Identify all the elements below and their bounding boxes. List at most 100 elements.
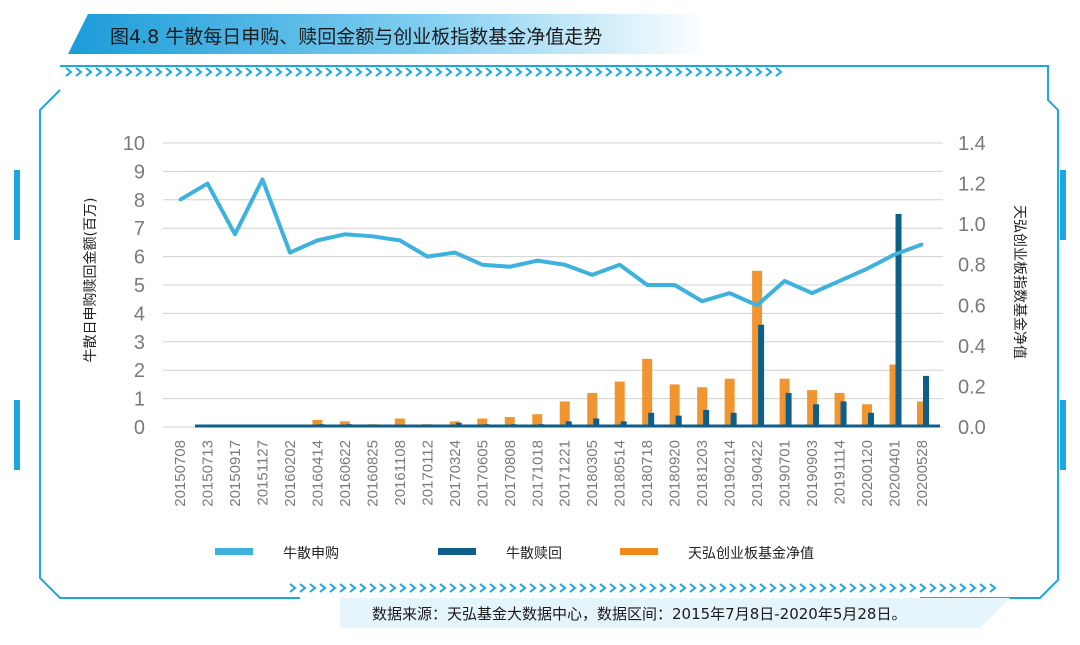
redeem-bar [620, 421, 627, 427]
chevron-decoration [689, 583, 697, 593]
chevron-decoration [959, 583, 967, 593]
chevron-decoration [849, 583, 857, 593]
x-tick-label: 20151127 [254, 440, 271, 506]
chevron-decoration [255, 67, 263, 77]
x-tick-label: 20190214 [722, 440, 739, 507]
legend-label: 天弘创业板基金净值 [688, 545, 814, 562]
x-tick-label: 20161108 [392, 440, 409, 506]
nav-point [398, 238, 402, 242]
chevron-decoration [735, 67, 743, 77]
nav-point [700, 299, 704, 303]
chevron-decoration [695, 67, 703, 77]
chevron-decoration [489, 583, 497, 593]
subscribe-bar [504, 417, 515, 427]
nav-point [535, 259, 539, 263]
redeem-bar [840, 401, 847, 427]
y-tick-label: 7 [134, 218, 145, 240]
y-tick-label: 9 [134, 161, 145, 183]
chevron-decoration [745, 67, 753, 77]
x-tick-label: 20150917 [227, 440, 244, 507]
nav-point [315, 238, 319, 242]
nav-point [920, 242, 924, 246]
nav-point [645, 283, 649, 287]
chevron-decoration [355, 67, 363, 77]
nav-point [453, 251, 457, 255]
chevron-decoration [479, 583, 487, 593]
chevron-decoration [485, 67, 493, 77]
x-tick-label: 20190701 [777, 440, 794, 507]
chevron-decoration [325, 67, 333, 77]
x-tick-label: 20160622 [337, 440, 354, 507]
chevron-decoration [319, 583, 327, 593]
nav-point [178, 198, 182, 202]
chevron-decoration [595, 67, 603, 77]
x-tick-label: 20200528 [914, 440, 931, 507]
chevron-decoration [659, 583, 667, 593]
chevron-decoration [459, 583, 467, 593]
chevron-decoration [579, 583, 587, 593]
chevron-decoration [85, 67, 93, 77]
chevron-decoration [709, 583, 717, 593]
chevron-decoration [635, 67, 643, 77]
chevron-decoration [475, 67, 483, 77]
y2-tick-label: 1.2 [958, 174, 986, 196]
data-source-note: 数据来源：天弘基金大数据中心，数据区间：2015年7月8日-2020年5月28日… [372, 605, 907, 623]
chevron-decoration [335, 67, 343, 77]
redeem-bar [565, 421, 572, 427]
x-tick-label: 20160202 [282, 440, 299, 507]
chevron-decoration [205, 67, 213, 77]
subscribe-bar [669, 384, 680, 427]
y2-tick-label: 1.4 [958, 133, 986, 155]
chevron-decoration [415, 67, 423, 77]
x-tick-label: 20150708 [172, 440, 189, 507]
y2-tick-label: 0.0 [958, 417, 986, 439]
y-tick-label: 1 [134, 389, 145, 411]
y-tick-label: 10 [123, 133, 145, 155]
chevron-decoration [889, 583, 897, 593]
chevron-decoration [685, 67, 693, 77]
chevron-decoration [359, 583, 367, 593]
chevron-decoration [759, 583, 767, 593]
chevron-decoration [449, 583, 457, 593]
nav-point [425, 255, 429, 259]
x-tick-label: 20180514 [612, 440, 629, 507]
chevron-decoration [115, 67, 123, 77]
legend-swatch [620, 548, 658, 555]
chevron-decoration [235, 67, 243, 77]
chevron-decoration [585, 67, 593, 77]
chevron-decoration [515, 67, 523, 77]
y-tick-label: 3 [134, 332, 145, 354]
chevron-decoration [609, 583, 617, 593]
x-tick-label: 20180920 [667, 440, 684, 507]
chevron-decoration [509, 583, 517, 593]
chevron-decoration [529, 583, 537, 593]
chevron-decoration [389, 583, 397, 593]
chevron-decoration [225, 67, 233, 77]
chart-title: 图4.8 牛散每日申购、赎回金额与创业板指数基金净值走势 [110, 26, 603, 48]
subscribe-bar [779, 378, 790, 427]
chevron-decoration [775, 67, 783, 77]
nav-point [618, 263, 622, 267]
chevron-decoration [649, 583, 657, 593]
legend-label: 牛散申购 [283, 546, 339, 562]
chevron-decoration [769, 583, 777, 593]
chevron-decoration [105, 67, 113, 77]
chevron-decoration [329, 583, 337, 593]
chevron-decoration [879, 583, 887, 593]
chevron-decoration [215, 67, 223, 77]
x-tick-label: 20190903 [804, 440, 821, 507]
chevron-decoration [505, 67, 513, 77]
nav-point [480, 263, 484, 267]
redeem-bar [675, 415, 682, 427]
chevron-decoration [75, 67, 83, 77]
redeem-bar [703, 409, 710, 427]
chevron-decoration [365, 67, 373, 77]
y-tick-label: 5 [134, 275, 145, 297]
chevron-decoration [65, 67, 73, 77]
y2-axis-title: 天弘创业板指数基金净值 [1011, 205, 1028, 359]
x-tick-label: 20150713 [199, 440, 216, 507]
chevron-decoration [135, 67, 143, 77]
chevron-decoration [715, 67, 723, 77]
chevron-decoration [519, 583, 527, 593]
